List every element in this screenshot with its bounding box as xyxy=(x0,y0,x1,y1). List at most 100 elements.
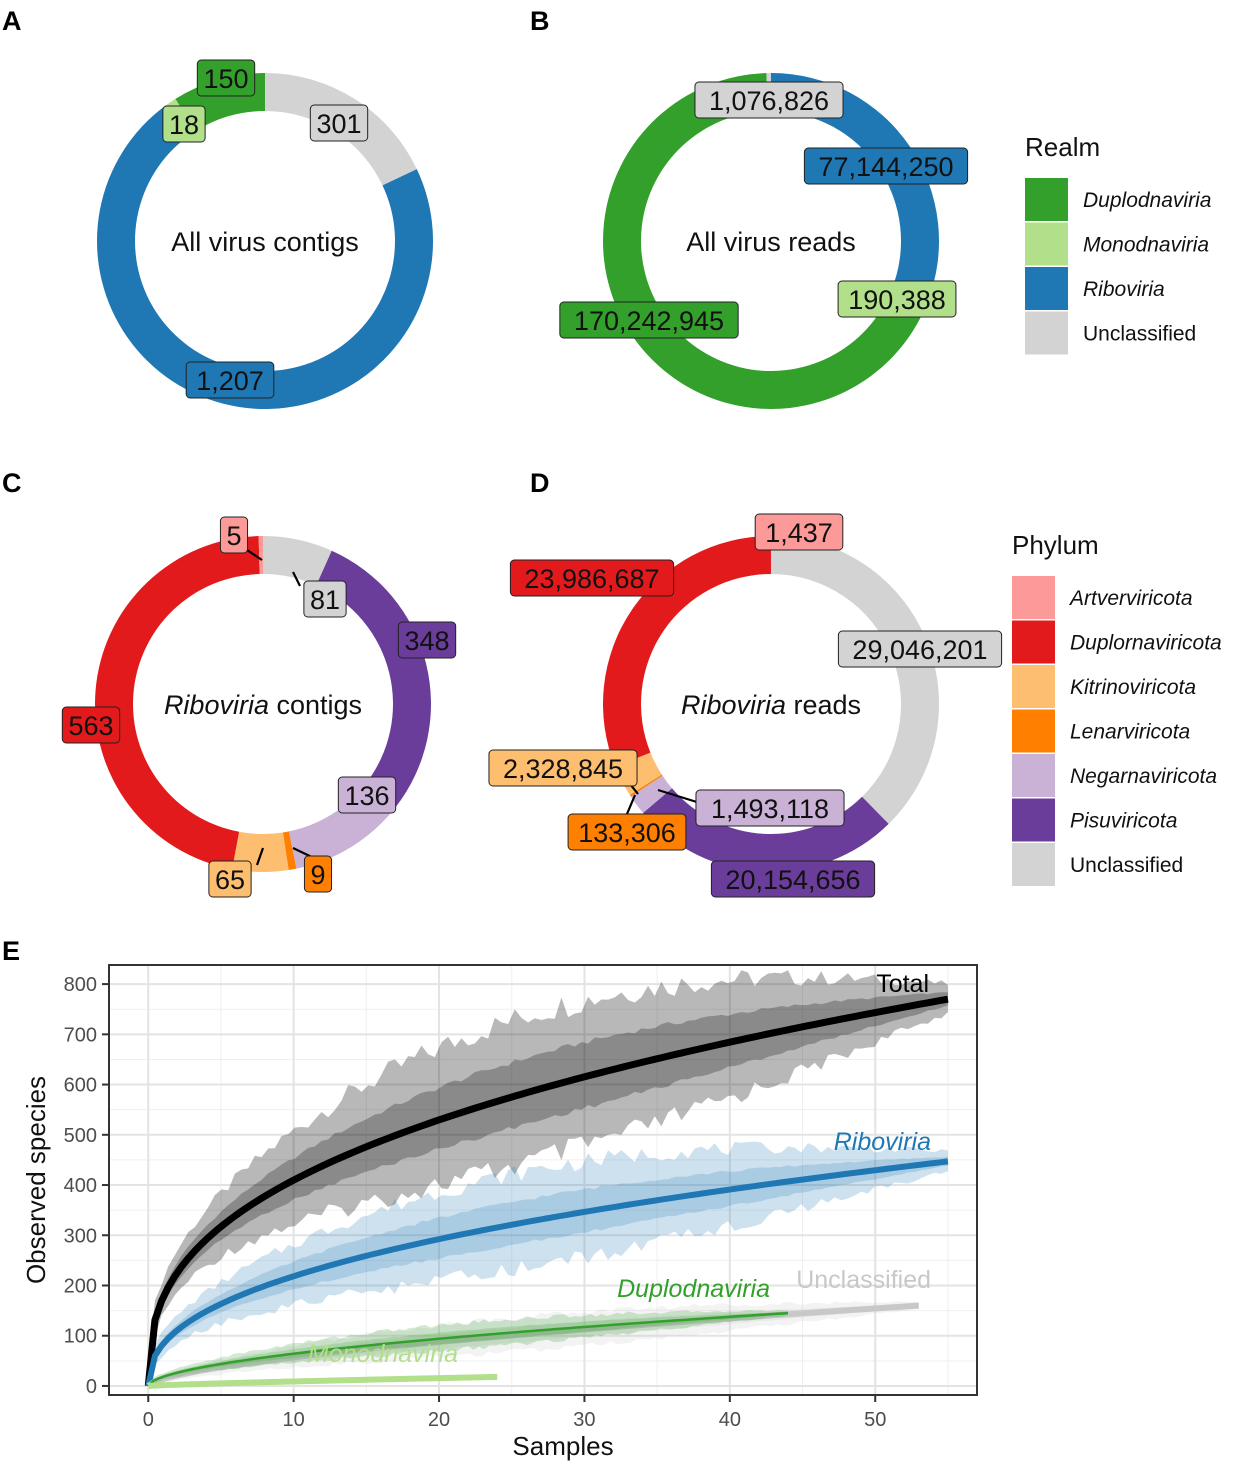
band-riboviria xyxy=(148,1141,948,1386)
data-label-unclassified-box xyxy=(303,580,347,618)
series-label-unclassified: Unclassified xyxy=(796,1266,931,1294)
x-tick-label: 10 xyxy=(283,1409,305,1431)
band-total xyxy=(148,970,948,1386)
data-label-duplornaviricota-box xyxy=(61,706,121,744)
legend-key-duplodnaviria xyxy=(1025,178,1068,221)
series-line-total xyxy=(144,995,949,1387)
data-label-lenarviricota-text: 133,306 xyxy=(578,818,676,848)
data-label-unclassified-box xyxy=(694,81,844,119)
donut-center-label: All virus contigs xyxy=(171,227,359,257)
panel-letter-a: A xyxy=(2,6,22,36)
series-label-total: Total xyxy=(876,970,929,998)
data-label-lenarviricota: 133,306 xyxy=(567,813,687,851)
slice-unclassified xyxy=(771,536,939,824)
slice-pisuviricota xyxy=(316,550,432,808)
y-tick-label: 500 xyxy=(64,1125,97,1147)
y-tick-label: 400 xyxy=(64,1175,97,1197)
data-label-riboviria-text: 77,144,250 xyxy=(818,152,953,182)
data-label-duplodnaviria: 170,242,945 xyxy=(559,301,739,339)
legend-key-unclassified xyxy=(1025,311,1068,355)
legend-title: Realm xyxy=(1025,132,1100,162)
y-tick-label: 800 xyxy=(64,974,97,996)
y-axis-title: Observed species xyxy=(21,1076,51,1284)
band-duplodnaviria xyxy=(148,1311,788,1386)
x-tick-label: 50 xyxy=(864,1409,886,1431)
data-label-unclassified-text: 1,076,826 xyxy=(709,86,829,116)
y-tick-label: 100 xyxy=(64,1326,97,1348)
data-label-pisuviricota-box xyxy=(397,621,457,659)
donut-center-label: Riboviria contigs xyxy=(164,690,362,720)
series-line-duplodnaviria xyxy=(147,1311,789,1387)
series-label-duplodnaviria: Duplodnaviria xyxy=(617,1275,770,1303)
legend-key-pisuviricota xyxy=(1012,798,1055,842)
legend-label-negarnaviricota: Negarnaviricota xyxy=(1070,765,1217,788)
panel-letter-e: E xyxy=(2,936,20,966)
x-tick-label: 40 xyxy=(719,1409,741,1431)
legend-label-monodnaviria: Monodnaviria xyxy=(1083,234,1209,257)
data-label-riboviria-box xyxy=(803,147,969,185)
y-tick-label: 0 xyxy=(86,1376,97,1398)
data-label-kitrinoviricota-box xyxy=(488,749,638,787)
band-duplodnaviria xyxy=(148,1310,788,1386)
leader-line-artverviricota xyxy=(246,549,263,561)
slice-duplornaviricota xyxy=(94,536,260,870)
data-label-kitrinoviricota: 2,328,845 xyxy=(488,749,638,787)
data-label-unclassified: 29,046,201 xyxy=(837,630,1003,668)
data-label-negarnaviricota-box xyxy=(337,776,397,814)
y-tick-label: 700 xyxy=(64,1024,97,1046)
data-label-duplodnaviria-box xyxy=(559,301,739,339)
data-label-unclassified-box xyxy=(837,630,1003,668)
x-tick-label: 20 xyxy=(428,1409,450,1431)
legend-label-artverviricota: Artverviricota xyxy=(1068,587,1193,610)
center-label-italic: Riboviria xyxy=(164,690,269,720)
data-label-lenarviricota-box xyxy=(303,855,333,893)
data-label-kitrinoviricota-text: 2,328,845 xyxy=(503,754,623,784)
data-label-artverviricota-text: 1,437 xyxy=(765,518,833,548)
center-label-text: reads xyxy=(786,690,861,720)
x-tick-label: 30 xyxy=(573,1409,595,1431)
data-label-kitrinoviricota-box xyxy=(208,860,252,898)
y-tick-label: 200 xyxy=(64,1275,97,1297)
data-label-kitrinoviricota: 65 xyxy=(208,860,252,898)
plot-panel-border xyxy=(108,964,978,1396)
data-label-unclassified-text: 81 xyxy=(310,585,340,615)
rarefaction-plot: Total Riboviria Unclassified Duplodnaviria M… xyxy=(21,964,978,1461)
data-label-negarnaviricota: 1,493,118 xyxy=(695,789,845,827)
x-tick-label: 0 xyxy=(143,1409,154,1431)
data-label-riboviria: 77,144,250 xyxy=(803,147,969,185)
donut-center-label: All virus reads xyxy=(686,227,856,257)
legend-label-unclassified: Unclassified xyxy=(1083,323,1196,346)
leader-line-lenarviricota xyxy=(625,794,637,815)
data-label-lenarviricota: 9 xyxy=(303,855,333,893)
legend-label-duplodnaviria: Duplodnaviria xyxy=(1083,189,1211,212)
data-label-monodnaviria-text: 190,388 xyxy=(848,285,946,315)
series-label-riboviria: Riboviria xyxy=(834,1128,931,1156)
data-label-unclassified-box xyxy=(309,104,369,142)
legend-key-artverviricota xyxy=(1012,576,1055,619)
slice-artverviricota xyxy=(258,536,263,575)
leader-line-negarnaviricota xyxy=(657,788,701,805)
leader-line-unclassified xyxy=(292,571,301,587)
data-label-duplodnaviria-text: 170,242,945 xyxy=(574,306,724,336)
band-total xyxy=(148,992,948,1386)
legend-realm: Realm Duplodnaviria Monodnaviria Riboviria U… xyxy=(1025,132,1211,355)
series-label-monodnaviria: Monodnaviria xyxy=(308,1340,458,1368)
data-label-pisuviricota: 348 xyxy=(397,621,457,659)
panel-letter-b: B xyxy=(530,6,550,36)
data-label-unclassified: 1,076,826 xyxy=(694,81,844,119)
data-label-lenarviricota-box xyxy=(567,813,687,851)
legend-key-kitrinoviricota xyxy=(1012,665,1055,708)
legend-key-riboviria xyxy=(1025,267,1068,310)
legend-label-unclassified: Unclassified xyxy=(1070,854,1183,877)
data-label-duplornaviricota-text: 23,986,687 xyxy=(524,564,659,594)
y-tick-label: 300 xyxy=(64,1225,97,1247)
data-label-kitrinoviricota-text: 65 xyxy=(215,865,245,895)
data-label-pisuviricota-text: 348 xyxy=(404,626,449,656)
data-label-pisuviricota-text: 20,154,656 xyxy=(725,865,860,895)
series-line-riboviria xyxy=(145,1158,949,1387)
y-tick-label: 600 xyxy=(64,1075,97,1097)
legend-phylum: Phylum Artverviricota Duplornaviricota Kitr… xyxy=(1012,530,1222,886)
series-line-unclassified xyxy=(146,1302,920,1389)
